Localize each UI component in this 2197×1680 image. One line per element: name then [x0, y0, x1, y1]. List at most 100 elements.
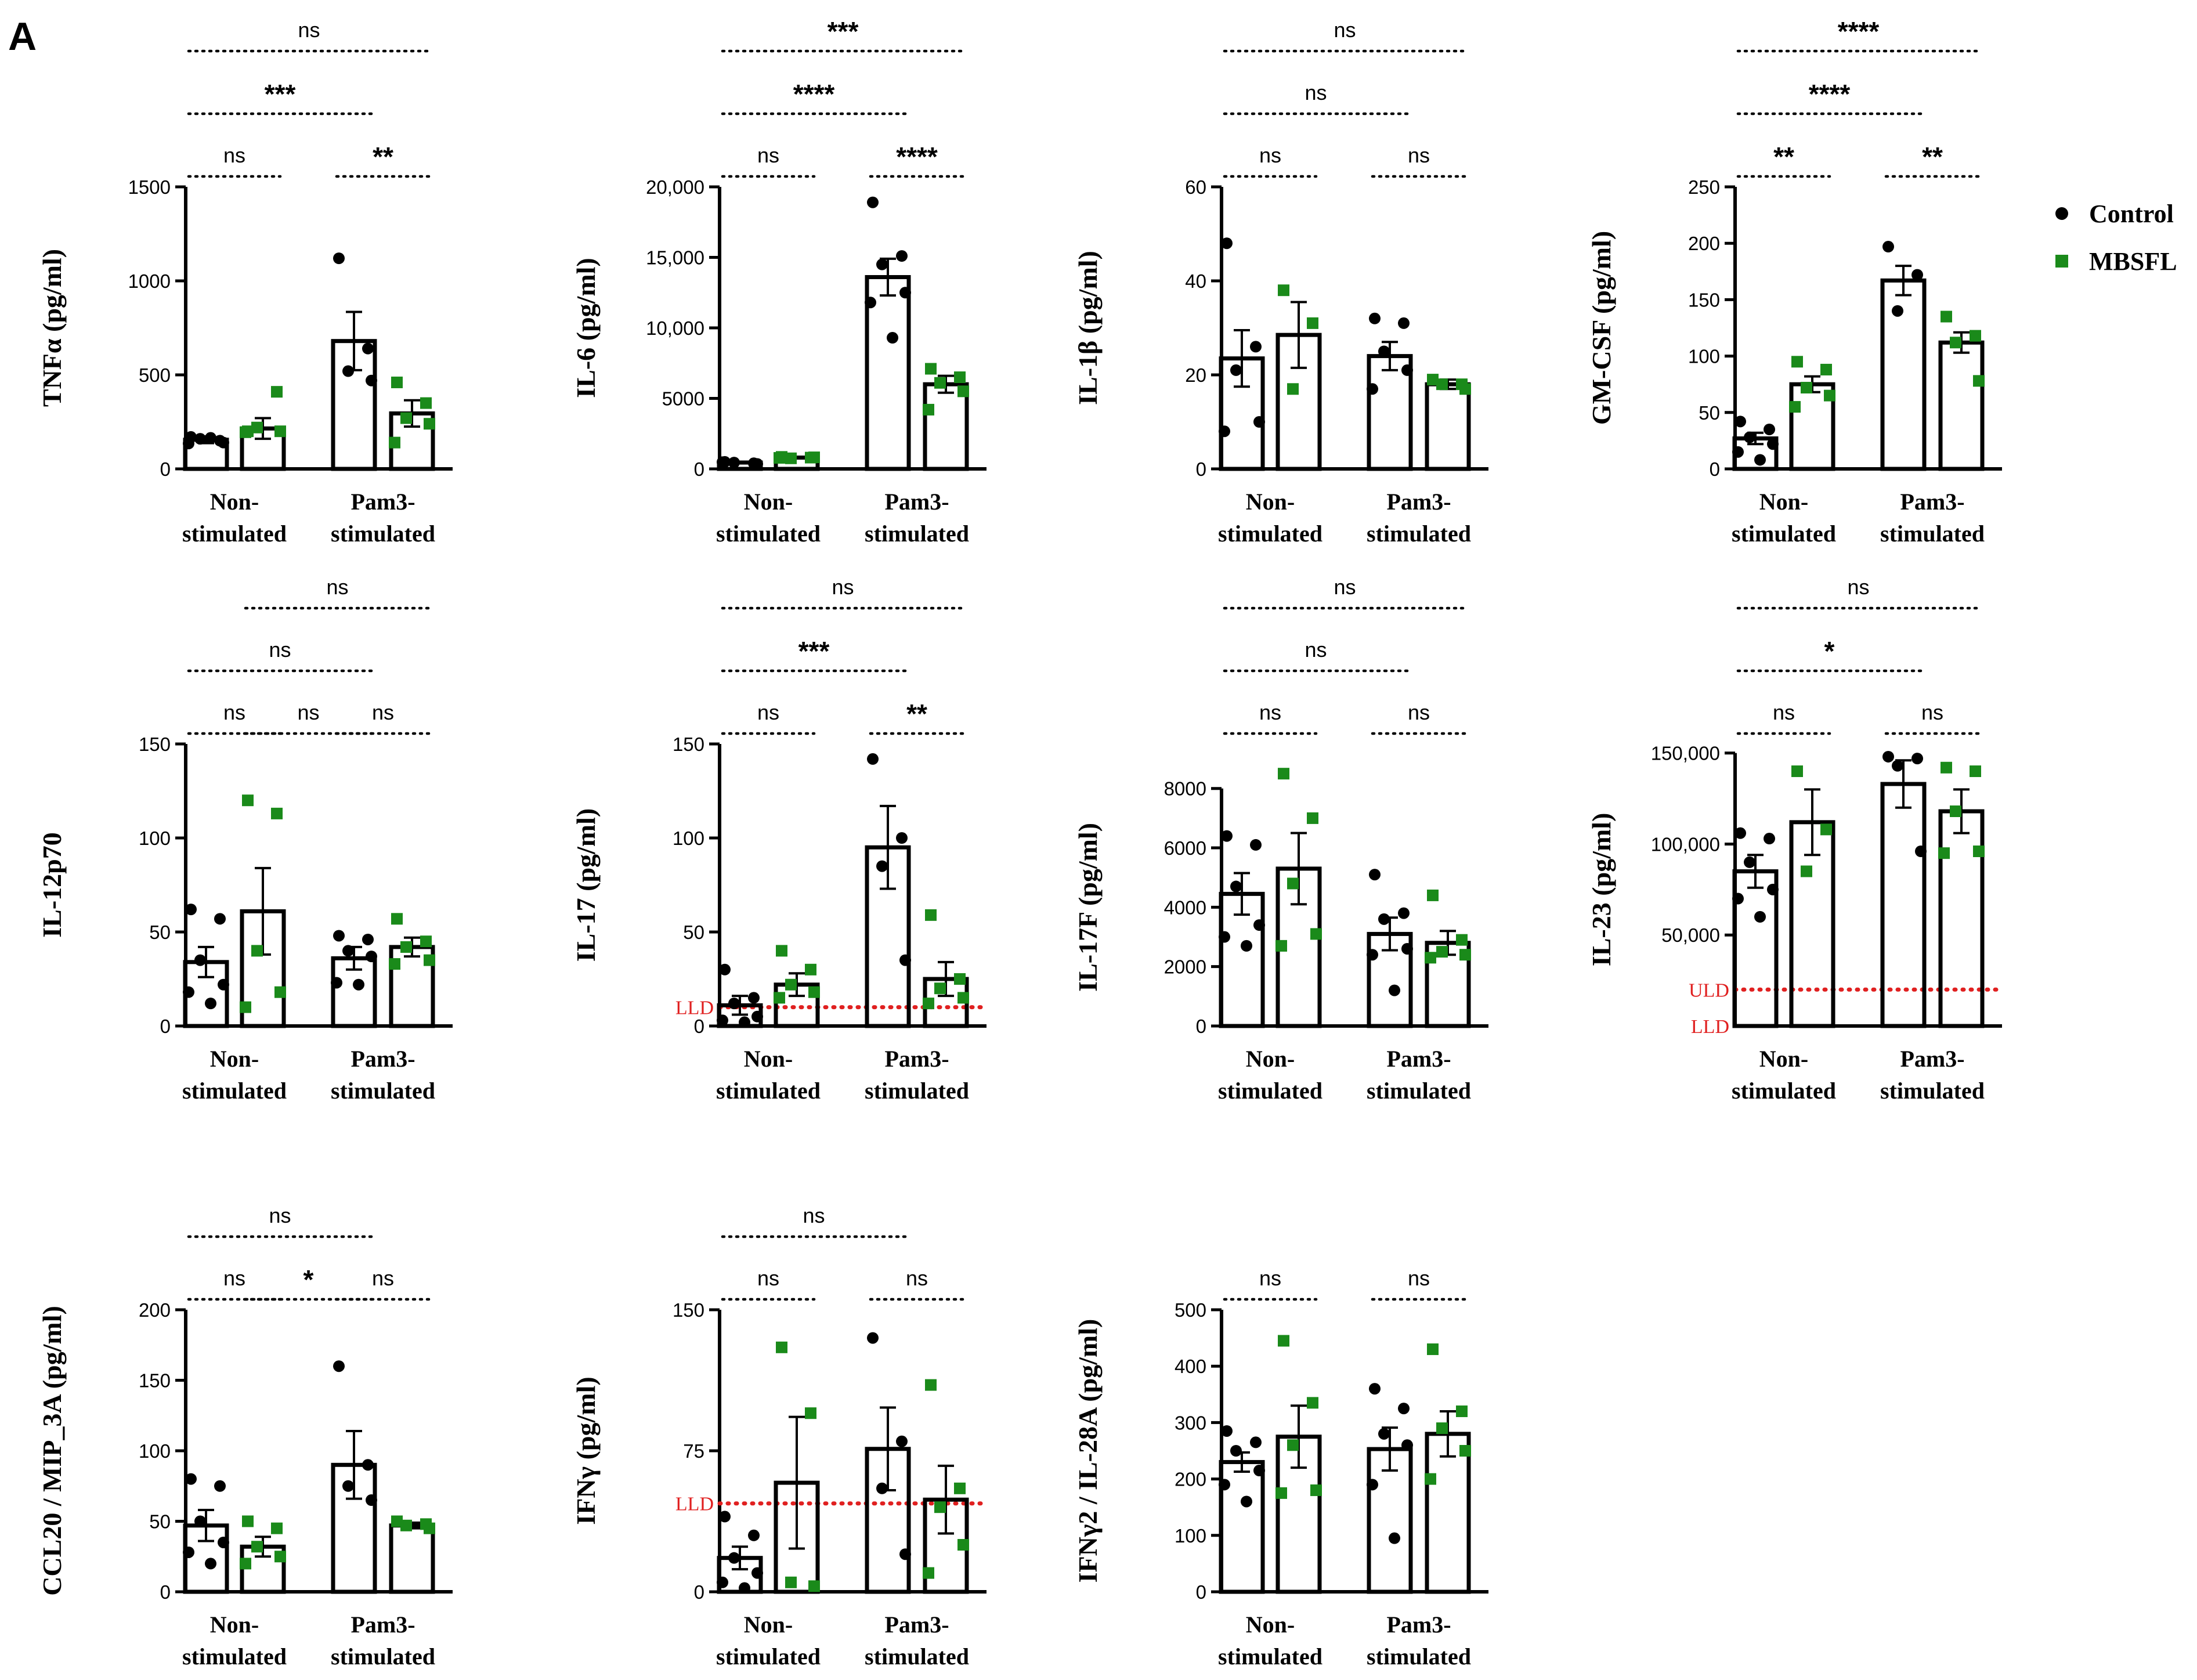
y-tick-label: 15,000: [646, 247, 704, 269]
data-point: [739, 1016, 750, 1028]
x-category-label: Non-: [1759, 489, 1808, 515]
data-point: [194, 1515, 206, 1527]
data-point: [728, 1552, 740, 1564]
significance-label: ns: [269, 1204, 291, 1227]
data-point: [1892, 760, 1903, 772]
data-point: [1754, 911, 1766, 923]
data-point: [1278, 768, 1289, 780]
x-category-label: Pam3-: [1386, 1046, 1451, 1072]
data-point: [776, 1341, 787, 1353]
data-point: [240, 426, 251, 438]
bar: [1938, 340, 1985, 471]
data-point: [739, 1582, 750, 1594]
data-point: [867, 1332, 879, 1344]
data-point: [1973, 845, 1985, 857]
y-axis-label: IL-17F (pg/ml): [1073, 823, 1103, 992]
data-point: [1911, 269, 1923, 281]
reference-line-label: LLD: [1691, 1016, 1729, 1038]
significance-label: ****: [1838, 16, 1880, 46]
y-tick-label: 75: [683, 1440, 704, 1462]
data-point: [1307, 317, 1318, 329]
y-tick-label: 150: [139, 1370, 171, 1392]
data-point: [1221, 1425, 1233, 1437]
y-tick-label: 150: [673, 1299, 704, 1321]
data-point: [1230, 880, 1242, 893]
chart-3: 0 20 40 60 IL-1β (pg/ml) Non-stimulated Pam3- s…: [1073, 18, 1488, 547]
data-point: [957, 1539, 969, 1551]
y-axis-label: TNFα (pg/ml): [37, 249, 67, 407]
x-category-label: stimulated: [1880, 521, 1985, 547]
y-tick-label: 150: [139, 734, 171, 755]
y-tick-label: 100,000: [1651, 833, 1720, 855]
data-point: [1253, 416, 1265, 428]
significance-label: ns: [1305, 81, 1327, 104]
significance-label: ****: [793, 79, 835, 109]
significance-label: ns: [1334, 575, 1356, 599]
y-tick-label: 0: [694, 1581, 704, 1603]
y-axis-label: IL-6 (pg/ml): [571, 258, 601, 398]
data-point: [1287, 1439, 1299, 1451]
x-category-label: stimulated: [1880, 1078, 1985, 1104]
y-tick-label: 100: [1688, 346, 1720, 367]
data-point: [1398, 317, 1410, 329]
bar: [1938, 809, 1985, 1028]
data-point: [240, 1558, 251, 1570]
chart-10: 0 75 150 IFNγ (pg/ml) Non-stimulated Pam3- sti…: [571, 1204, 989, 1670]
data-point: [1824, 389, 1835, 402]
x-category-label: stimulated: [865, 521, 969, 547]
data-point: [1791, 356, 1803, 368]
x-category-label: stimulated: [331, 521, 435, 547]
significance-label: ***: [798, 636, 830, 666]
data-point: [1436, 946, 1448, 958]
x-category-label: Pam3-: [1900, 489, 1964, 515]
data-point: [400, 1519, 412, 1531]
data-point: [251, 421, 263, 433]
y-tick-label: 200: [139, 1299, 171, 1321]
legend-marker: [2055, 255, 2068, 268]
y-tick-label: 100: [139, 1440, 171, 1462]
data-point: [1941, 310, 1952, 323]
y-tick-label: 0: [160, 1581, 171, 1603]
data-point: [923, 403, 934, 416]
y-tick-label: 150: [1688, 289, 1720, 310]
data-point: [1970, 330, 1981, 342]
data-point: [1744, 856, 1755, 868]
data-point: [934, 982, 946, 995]
x-category-label: stimulated: [331, 1078, 435, 1104]
legend-marker: [2055, 207, 2068, 220]
data-point: [1764, 423, 1775, 435]
significance-label: **: [1922, 142, 1943, 172]
data-point: [719, 963, 731, 976]
chart-8: 50,000 100,000 150,000 IL-23 (pg/ml) Non-sti…: [1587, 575, 2004, 1104]
chart-2: 0 5000 10,000 15,000 20,000 IL-6 (pg/ml) Non-s…: [571, 16, 987, 547]
y-tick-label: 150,000: [1651, 743, 1720, 764]
data-point: [342, 1480, 354, 1492]
reference-line-label: LLD: [675, 998, 714, 1019]
data-point: [1820, 363, 1832, 375]
significance-label: *: [1824, 636, 1835, 666]
data-point: [805, 1407, 816, 1419]
data-point: [194, 433, 206, 445]
data-point: [805, 963, 816, 976]
data-point: [362, 1459, 374, 1471]
data-point: [185, 904, 197, 916]
x-category-label: Pam3-: [350, 1612, 415, 1638]
data-point: [925, 363, 937, 375]
data-point: [1744, 431, 1755, 443]
significance-label: ns: [1921, 700, 1943, 724]
data-point: [1221, 830, 1233, 842]
data-point: [274, 425, 286, 438]
data-point: [1307, 1397, 1318, 1409]
data-point: [748, 992, 760, 1004]
data-point: [748, 1529, 760, 1541]
data-point: [785, 978, 797, 991]
y-tick-label: 300: [1175, 1412, 1206, 1433]
y-tick-label: 50: [149, 922, 171, 943]
significance-label: ns: [297, 700, 319, 724]
data-point: [1398, 1403, 1410, 1415]
y-tick-label: 0: [1196, 1016, 1206, 1037]
x-category-label: stimulated: [716, 1078, 821, 1104]
data-point: [333, 930, 345, 942]
data-point: [1250, 1436, 1262, 1448]
data-point: [1389, 1532, 1400, 1544]
